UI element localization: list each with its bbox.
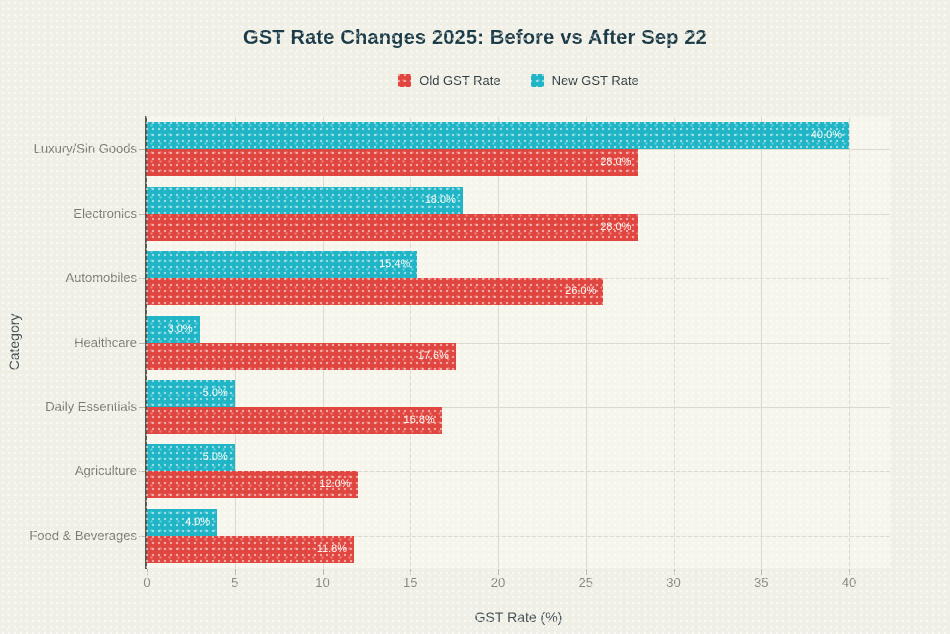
bar-value-label: 16.8%: [403, 413, 435, 426]
bar-value-label: 4.0%: [185, 515, 211, 528]
legend-label-old: Old GST Rate: [419, 73, 501, 88]
bar-new-gst-rate: 3.0%: [147, 315, 200, 343]
bar-value-label: 15.4%: [379, 258, 411, 271]
category-tick-label: Food & Beverages: [29, 527, 137, 543]
x-tick-label: 40: [841, 575, 857, 590]
category-tick-label: Healthcare: [74, 334, 137, 350]
category-tick-label: Luxury/Sin Goods: [33, 141, 137, 157]
bar-value-label: 5.0%: [202, 451, 228, 464]
bar-old-gst-rate: 28.0%: [147, 213, 639, 241]
bar-value-label: 3.0%: [167, 322, 193, 335]
category-tick-label: Electronics: [73, 205, 137, 221]
bar-new-gst-rate: 18.0%: [147, 186, 463, 214]
chart-title: GST Rate Changes 2025: Before vs After S…: [243, 27, 707, 49]
bar-new-gst-rate: 40.0%: [147, 122, 849, 150]
legend-swatch-old-icon: [398, 74, 412, 87]
y-axis-spine: [145, 116, 147, 569]
bar-old-gst-rate: 26.0%: [147, 278, 604, 306]
bar-value-label: 18.0%: [424, 193, 456, 206]
legend-item-old-gst: Old GST Rate: [398, 73, 501, 88]
category-tick-label: Agriculture: [74, 463, 137, 479]
bar-new-gst-rate: 15.4%: [147, 251, 418, 279]
x-tick-label: 25: [578, 575, 593, 590]
bar-value-label: 17.6%: [417, 349, 449, 362]
bar-new-gst-rate: 5.0%: [147, 379, 235, 407]
legend-item-new-gst: New GST Rate: [530, 73, 639, 88]
bar-old-gst-rate: 11.8%: [147, 535, 355, 563]
x-tick-label: 35: [754, 575, 769, 590]
x-tick-label: 0: [143, 575, 151, 590]
bar-old-gst-rate: 16.8%: [147, 406, 442, 434]
bar-value-label: 40.0%: [810, 129, 842, 142]
category-tick-label: Daily Essentials: [45, 398, 137, 414]
x-tick-label: 15: [403, 575, 418, 590]
category-tick-label: Automobiles: [65, 270, 137, 286]
bar-value-label: 28.0%: [600, 220, 632, 233]
x-tick-label: 20: [490, 575, 506, 590]
x-tick-label: 30: [666, 575, 681, 590]
bar-value-label: 11.8%: [316, 542, 348, 555]
bar-old-gst-rate: 12.0%: [147, 471, 358, 499]
x-tick-label: 5: [231, 575, 239, 590]
bar-new-gst-rate: 5.0%: [147, 444, 235, 472]
legend-label-new: New GST Rate: [551, 73, 639, 88]
x-axis-title: GST Rate (%): [474, 609, 563, 625]
legend: Old GST Rate New GST Rate: [147, 73, 890, 88]
x-tick-label: 10: [315, 575, 330, 590]
legend-swatch-new-icon: [530, 74, 544, 87]
bar-old-gst-rate: 28.0%: [147, 149, 639, 177]
bar-new-gst-rate: 4.0%: [147, 508, 218, 536]
bar-value-label: 26.0%: [565, 285, 597, 298]
bar-value-label: 28.0%: [600, 156, 632, 169]
bar-value-label: 5.0%: [202, 386, 228, 399]
bar-old-gst-rate: 17.6%: [147, 342, 456, 370]
bar-value-label: 12.0%: [319, 478, 351, 491]
